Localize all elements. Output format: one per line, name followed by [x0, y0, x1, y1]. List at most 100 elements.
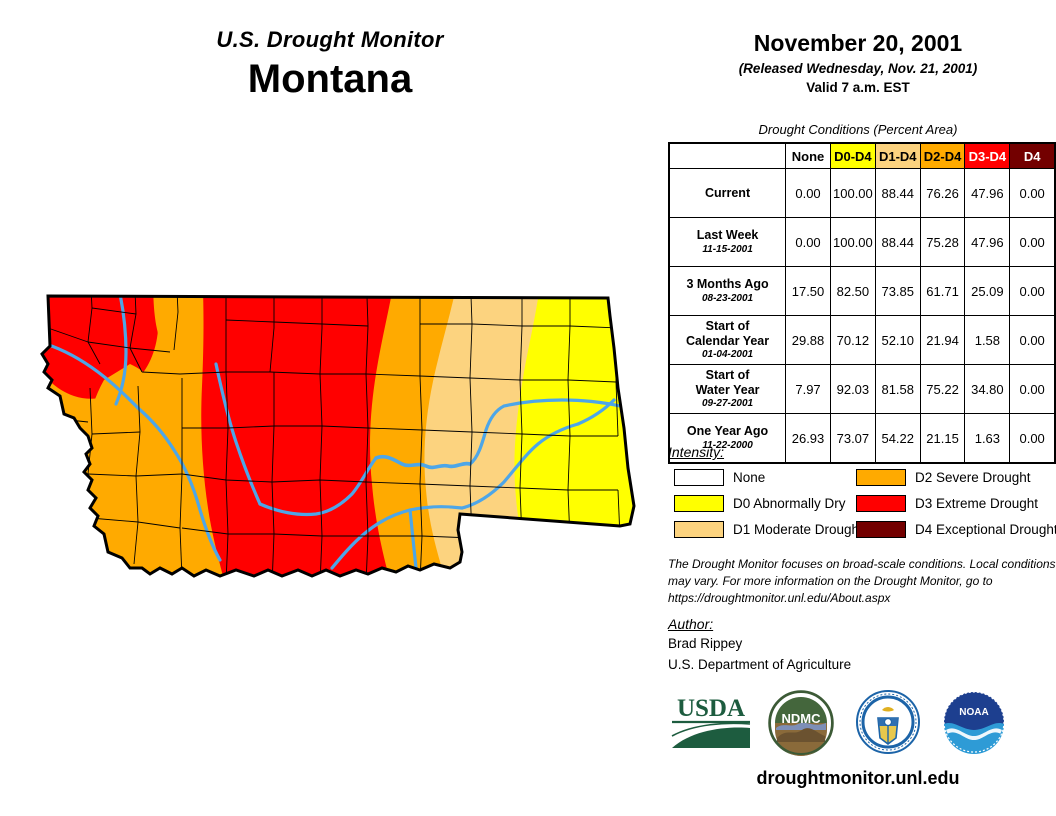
cell-wateryear-none: 7.97 [785, 364, 831, 414]
legend-label-d4: D4 Exceptional Drought [915, 521, 1056, 537]
row-label-current: Current [668, 168, 787, 218]
swatch-d3 [856, 494, 906, 512]
legend-label-d1: D1 Moderate Drought [733, 521, 863, 537]
legend-label-d2: D2 Severe Drought [915, 469, 1031, 485]
table-row: One Year Ago 11-22-2000 26.93 73.07 54.2… [668, 413, 1056, 464]
valid-date: November 20, 2001 [753, 30, 963, 56]
cell-lastweek-none: 0.00 [785, 217, 831, 267]
row-label-start-calendar-year: Start of Calendar Year 01-04-2001 [668, 315, 787, 365]
legend-label-none: None [733, 469, 766, 485]
cell-calyear-d4: 0.00 [1009, 315, 1056, 365]
row-label-date: 09-27-2001 [701, 398, 754, 410]
table-header-row: None D0-D4 D1-D4 D2-D4 D3-D4 D4 [669, 142, 1056, 169]
table-row: Start of Calendar Year 01-04-2001 29.88 7… [668, 315, 1056, 365]
cell-wateryear-d3d4: 34.80 [964, 364, 1011, 414]
row-label-one-year-ago: One Year Ago 11-22-2000 [668, 413, 787, 464]
cell-current-d4: 0.00 [1009, 168, 1056, 218]
page-title: U.S. Drought Monitor [216, 27, 444, 52]
row-label-text: One Year Ago [686, 424, 769, 439]
legend-label-d3: D3 Extreme Drought [915, 495, 1039, 511]
map-zone-d2-upper-gap [153, 296, 202, 372]
cell-wateryear-d2d4: 75.22 [919, 364, 966, 414]
swatch-d2 [856, 468, 906, 486]
legend-label-d0: D0 Abnormally Dry [733, 495, 846, 511]
drought-map [30, 268, 650, 628]
row-label-start-water-year: Start of Water Year 09-27-2001 [668, 364, 787, 414]
cell-oneyear-d4: 0.00 [1009, 413, 1056, 464]
legend-item-d3: D3 Extreme Drought [856, 490, 1056, 516]
row-label-last-week: Last Week 11-15-2001 [668, 217, 787, 267]
valid-time: Valid 7 a.m. EST [806, 80, 910, 96]
cell-oneyear-none: 26.93 [785, 413, 831, 464]
cell-oneyear-d0d4: 73.07 [829, 413, 876, 464]
site-url[interactable]: droughtmonitor.unl.edu [756, 768, 960, 788]
map-zone-d3-central [201, 296, 396, 576]
usda-logo-text: USDA [677, 695, 745, 722]
cell-wateryear-d4: 0.00 [1009, 364, 1056, 414]
legend-item-none: None [674, 464, 863, 490]
ndmc-logo: NDMC [768, 690, 834, 756]
right-panel: November 20, 2001 (Released Wednesday, N… [660, 0, 1056, 816]
drought-conditions-table: None D0-D4 D1-D4 D2-D4 D3-D4 D4 Current … [668, 142, 1056, 464]
column-header-d3-d4: D3-D4 [964, 142, 1011, 169]
cell-3months-d4: 0.00 [1009, 266, 1056, 316]
disclaimer-text: The Drought Monitor focuses on broad-sca… [668, 557, 1056, 606]
cell-current-none: 0.00 [785, 168, 831, 218]
author-affiliation: U.S. Department of Agriculture [668, 656, 852, 672]
release-date: (Released Wednesday, Nov. 21, 2001) [738, 61, 978, 77]
column-header-d0-d4: D0-D4 [829, 142, 876, 169]
noaa-logo-text: NOAA [959, 707, 988, 718]
date-block: November 20, 2001 (Released Wednesday, N… [660, 30, 1056, 95]
state-title: Montana [247, 57, 413, 102]
ndmc-logo-text: NDMC [782, 711, 822, 726]
swatch-d0 [674, 494, 724, 512]
row-label-text: Start of Calendar Year [685, 318, 770, 348]
cell-current-d3d4: 47.96 [964, 168, 1011, 218]
cell-current-d0d4: 100.00 [829, 168, 876, 218]
cell-wateryear-d1d4: 81.58 [874, 364, 921, 414]
legend-item-d1: D1 Moderate Drought [674, 516, 863, 542]
usda-logo: USDA [671, 695, 751, 748]
row-label-date: 11-22-2000 [702, 439, 753, 451]
cell-calyear-d2d4: 21.94 [919, 315, 966, 365]
logo-strip: USDA NDMC [660, 690, 1056, 760]
cell-3months-none: 17.50 [785, 266, 831, 316]
table-row: 3 Months Ago 08-23-2001 17.50 82.50 73.8… [668, 266, 1056, 316]
row-label-date: 08-23-2001 [701, 292, 754, 304]
column-header-d1-d4: D1-D4 [874, 142, 921, 169]
cell-lastweek-d2d4: 75.28 [919, 217, 966, 267]
cell-lastweek-d3d4: 47.96 [964, 217, 1011, 267]
legend-item-d0: D0 Abnormally Dry [674, 490, 863, 516]
row-label-text: Start of Water Year [695, 367, 760, 397]
author-block: Brad Rippey U.S. Department of Agricultu… [668, 634, 851, 676]
header-corner-spacer [669, 143, 786, 169]
title-block: U.S. Drought Monitor Montana [0, 27, 660, 102]
montana-state-outline [40, 294, 636, 578]
cell-3months-d2d4: 61.71 [919, 266, 966, 316]
legend-column-right: D2 Severe Drought D3 Extreme Drought D4 … [856, 464, 1056, 542]
row-label-text: Current [704, 185, 751, 200]
cell-3months-d0d4: 82.50 [829, 266, 876, 316]
table-row: Last Week 11-15-2001 0.00 100.00 88.44 7… [668, 217, 1056, 267]
row-label-date: 01-04-2001 [701, 349, 754, 361]
table-row: Start of Water Year 09-27-2001 7.97 92.03… [668, 364, 1056, 414]
usdc-seal [856, 690, 920, 754]
cell-calyear-d0d4: 70.12 [829, 315, 876, 365]
legend-item-d4: D4 Exceptional Drought [856, 516, 1056, 542]
cell-calyear-d1d4: 52.10 [874, 315, 921, 365]
montana-map-svg [40, 294, 636, 578]
column-header-d4: D4 [1009, 142, 1056, 169]
author-heading: Author: [668, 616, 714, 632]
map-rivers [44, 296, 622, 570]
cell-3months-d3d4: 25.09 [964, 266, 1011, 316]
table-caption: Drought Conditions (Percent Area) [758, 122, 958, 137]
legend-item-d2: D2 Severe Drought [856, 464, 1056, 490]
cell-calyear-none: 29.88 [785, 315, 831, 365]
table-row: Current 0.00 100.00 88.44 76.26 47.96 0.… [668, 168, 1056, 218]
legend-column-left: None D0 Abnormally Dry D1 Moderate Droug… [674, 464, 863, 542]
cell-lastweek-d0d4: 100.00 [829, 217, 876, 267]
cell-current-d1d4: 88.44 [874, 168, 921, 218]
cell-3months-d1d4: 73.85 [874, 266, 921, 316]
cell-lastweek-d4: 0.00 [1009, 217, 1056, 267]
row-label-text: Last Week [696, 228, 759, 243]
